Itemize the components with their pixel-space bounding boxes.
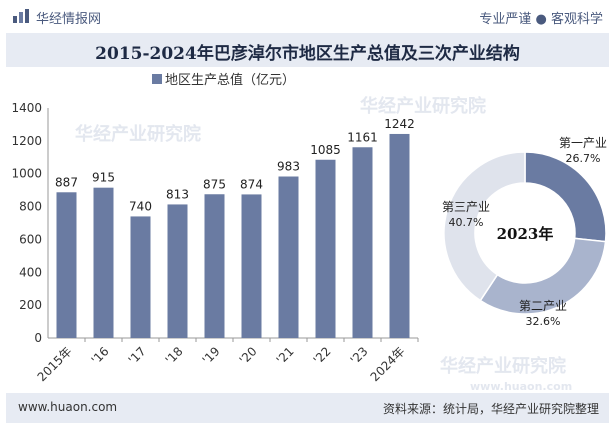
y-tick-label: 1200 xyxy=(11,134,42,148)
bar-value-label: 1161 xyxy=(347,130,378,144)
bar xyxy=(204,194,225,338)
bar-value-label: 813 xyxy=(166,187,189,201)
bar xyxy=(389,133,410,338)
x-tick-label: '18 xyxy=(163,344,186,367)
slice-name-label: 第一产业 xyxy=(559,136,607,150)
x-tick-label: '22 xyxy=(311,344,334,367)
donut-slice xyxy=(443,151,526,302)
bar-value-label: 740 xyxy=(129,199,152,213)
x-tick-label: '21 xyxy=(274,344,297,367)
donut-slice xyxy=(479,237,607,315)
y-tick-label: 400 xyxy=(19,265,42,279)
y-tick-label: 1000 xyxy=(11,167,42,181)
bar xyxy=(167,204,188,338)
footer-bar: www.huaon.com 资料来源：统计局，华经产业研究院整理 xyxy=(6,393,609,423)
y-tick-label: 800 xyxy=(19,200,42,214)
x-tick-label: '23 xyxy=(348,344,371,367)
watermarks: 华经产业研究院 华经产业研究院 华经产业研究院 www.huaon.com xyxy=(75,95,572,393)
bar-value-label: 875 xyxy=(203,177,226,191)
donut-chart: 第一产业 26.7% 第二产业 32.6% 第三产业 40.7% 2023年 xyxy=(442,136,607,328)
slice-percent-label: 40.7% xyxy=(449,216,484,229)
footer-url: www.huaon.com xyxy=(18,400,118,414)
y-tick-label: 1400 xyxy=(11,101,42,115)
bar xyxy=(352,147,373,338)
legend-swatch xyxy=(152,74,162,84)
bar xyxy=(278,176,299,338)
title-bar: 2015-2024年巴彦淖尔市地区生产总值及三次产业结构 xyxy=(6,33,609,67)
bar-value-label: 915 xyxy=(92,171,115,185)
x-tick-label: 2024年 xyxy=(368,344,408,384)
watermark: 华经产业研究院 xyxy=(360,95,486,117)
bar-value-label: 887 xyxy=(55,175,78,189)
bar xyxy=(315,159,336,338)
bar-chart: 0 200 400 600 800 1000 1200 1400 887 2015年 915 '16 7… xyxy=(11,101,419,384)
y-tick-label: 0 xyxy=(34,331,42,345)
watermark: 华经产业研究院 xyxy=(440,355,566,377)
tagline: 专业严谨 ● 客观科学 xyxy=(479,12,603,27)
legend: 地区生产总值（亿元） xyxy=(152,72,295,88)
y-tick-label: 200 xyxy=(19,298,42,312)
x-tick-label: 2015年 xyxy=(35,344,75,384)
source-note: 资料来源：统计局，华经产业研究院整理 xyxy=(382,402,599,416)
bar xyxy=(241,194,262,338)
bar xyxy=(56,192,77,338)
slice-name-label: 第三产业 xyxy=(442,200,490,214)
top-bar: 华经情报网 专业严谨 ● 客观科学 xyxy=(0,0,615,32)
slice-name-label: 第二产业 xyxy=(519,299,567,313)
donut-center-label: 2023年 xyxy=(497,225,554,243)
bar-value-label: 983 xyxy=(277,160,300,174)
bar-value-label: 1242 xyxy=(384,117,415,131)
brand-name: 华经情报网 xyxy=(36,12,102,27)
bar-value-label: 874 xyxy=(240,177,263,191)
x-tick-label: '16 xyxy=(89,344,112,367)
bar xyxy=(130,216,151,338)
y-tick-label: 600 xyxy=(19,232,42,246)
slice-percent-label: 32.6% xyxy=(526,315,561,328)
bar-value-label: 1085 xyxy=(310,143,341,157)
x-tick-label: '17 xyxy=(126,344,149,367)
watermark: 华经产业研究院 xyxy=(75,123,201,145)
logo-icon xyxy=(13,9,29,23)
slice-percent-label: 26.7% xyxy=(566,152,601,165)
page-title: 2015-2024年巴彦淖尔市地区生产总值及三次产业结构 xyxy=(95,44,520,64)
bar xyxy=(93,187,114,338)
x-tick-label: '19 xyxy=(200,344,223,367)
x-tick-label: '20 xyxy=(237,344,260,367)
legend-label: 地区生产总值（亿元） xyxy=(165,72,295,88)
watermark: www.huaon.com xyxy=(470,380,572,393)
